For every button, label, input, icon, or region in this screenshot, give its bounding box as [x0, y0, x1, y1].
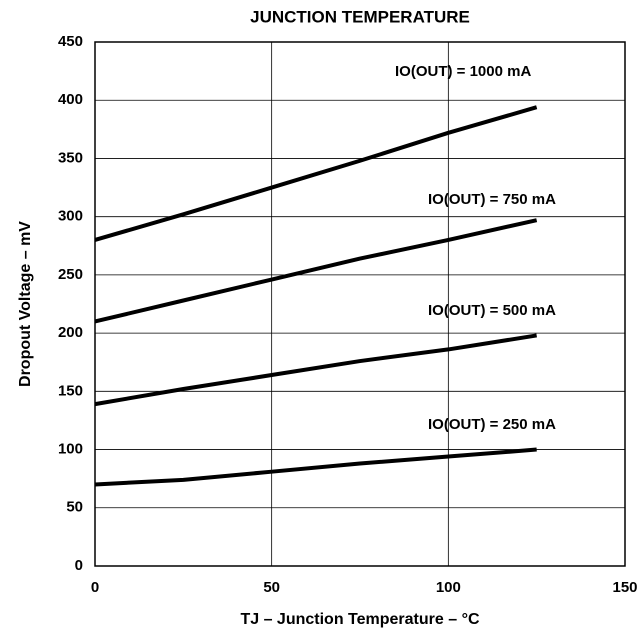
x-tick-label: 150 [612, 579, 637, 596]
series-line [94, 333, 537, 407]
y-tick-label: 250 [58, 266, 83, 283]
series-line [94, 447, 537, 487]
y-tick-label: 400 [58, 91, 83, 108]
x-axis-label: TJ – Junction Temperature – °C [240, 611, 479, 628]
y-tick-label: 200 [58, 324, 83, 341]
series-line [94, 105, 538, 242]
y-tick-label: 50 [66, 499, 83, 516]
y-tick-label: 150 [58, 382, 83, 399]
y-tick-label: 300 [58, 208, 83, 225]
x-tick-label: 100 [436, 579, 461, 596]
y-axis-label: Dropout Voltage – mV [17, 221, 34, 387]
y-tick-label: 0 [75, 557, 83, 574]
series-label: IO(OUT) = 750 mA [428, 191, 556, 208]
x-tick-label: 0 [91, 579, 99, 596]
y-tick-label: 350 [58, 149, 83, 166]
x-tick-label: 50 [263, 579, 280, 596]
y-tick-label: 100 [58, 441, 83, 458]
series-line [94, 218, 538, 324]
y-tick-label: 450 [58, 33, 83, 50]
plot-frame [94, 41, 626, 567]
series-label: IO(OUT) = 250 mA [428, 416, 556, 433]
series-label: IO(OUT) = 500 mA [428, 302, 556, 319]
series-label: IO(OUT) = 1000 mA [395, 63, 531, 80]
chart-title: JUNCTION TEMPERATURE [250, 7, 470, 26]
